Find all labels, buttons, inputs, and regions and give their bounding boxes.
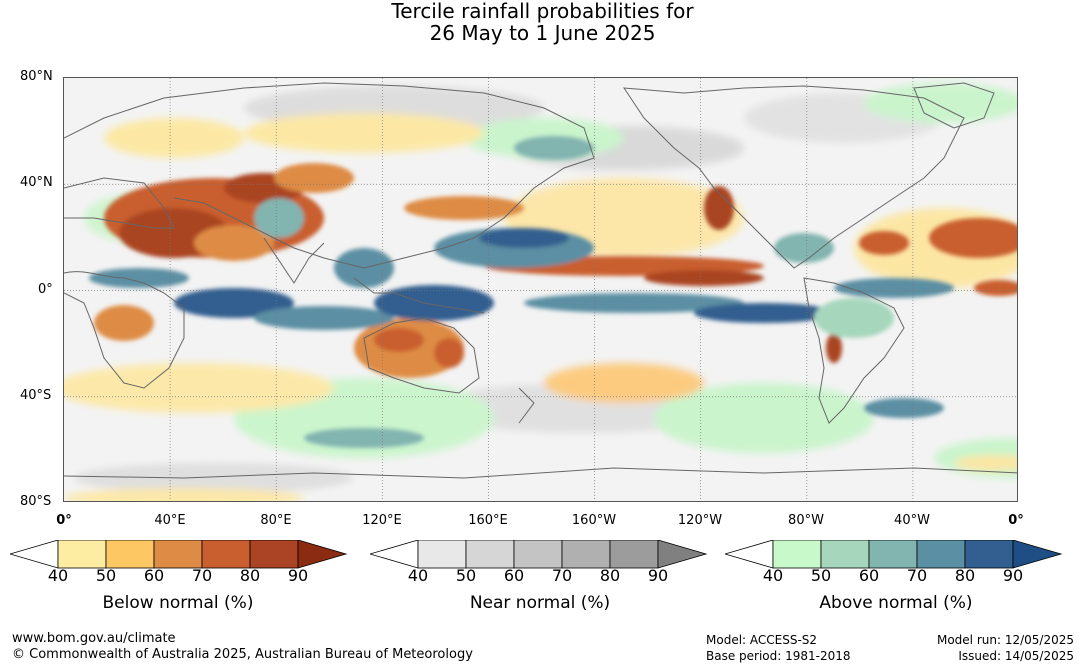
legend-swatch — [772, 540, 822, 569]
footer-issued: Issued: 14/05/2025 — [958, 649, 1074, 663]
lat-label-40n: 40°N — [20, 175, 53, 190]
lon-label-40e: 40°E — [154, 513, 186, 528]
legend-swatch — [153, 540, 203, 569]
rainfall-probability-map — [63, 77, 1018, 502]
legend-arrow-low — [725, 540, 774, 569]
legend-swatch — [916, 540, 966, 569]
legend-tick-label: 50 — [95, 566, 117, 585]
legend-tick-label: 80 — [954, 566, 976, 585]
footer-url: www.bom.gov.au/climate — [12, 631, 176, 646]
legend-caption-near: Near normal (%) — [469, 593, 611, 613]
lat-label-equator: 0° — [38, 282, 53, 297]
legend-swatch — [561, 540, 611, 569]
footer-model-run: Model run: 12/05/2025 — [936, 633, 1074, 647]
legend-swatch — [513, 540, 563, 569]
lon-label-120e: 120°E — [362, 513, 402, 528]
legend-arrow-low — [370, 540, 419, 569]
lon-label-120w: 120°W — [677, 513, 723, 528]
legend-swatch — [105, 540, 155, 569]
lon-label-160w: 160°W — [571, 513, 617, 528]
legend-tick-label: 40 — [407, 566, 429, 585]
lon-label-80e: 80°E — [260, 513, 292, 528]
lon-label-40w: 40°W — [894, 513, 930, 528]
legend-above-normal — [725, 540, 1063, 569]
legend-tick-label: 60 — [858, 566, 880, 585]
map-canvas — [64, 78, 1017, 501]
footer-copyright: © Commonwealth of Australia 2025, Austra… — [12, 647, 473, 662]
legend-tick-label: 60 — [143, 566, 165, 585]
lat-label-80s: 80°S — [20, 494, 52, 509]
legend-tick-label: 40 — [47, 566, 69, 585]
legend-tick-label: 50 — [455, 566, 477, 585]
legend-tick-label: 80 — [599, 566, 621, 585]
legend-swatch — [201, 540, 251, 569]
lat-label-80n: 80°N — [20, 69, 53, 84]
legend-tick-label: 70 — [906, 566, 928, 585]
lon-label-160e: 160°E — [468, 513, 508, 528]
legend-swatch — [57, 540, 107, 569]
lat-label-40s: 40°S — [20, 388, 52, 403]
legend-arrow-low — [10, 540, 59, 569]
lon-label-0: 0° — [56, 513, 72, 528]
legend-swatch — [465, 540, 515, 569]
legend-tick-label: 50 — [810, 566, 832, 585]
legend-tick-label: 90 — [1002, 566, 1024, 585]
legend-near-normal — [370, 540, 708, 569]
legend-below-normal — [10, 540, 348, 569]
legend-swatch — [868, 540, 918, 569]
legend-caption-below: Below normal (%) — [102, 593, 254, 613]
lon-label-80w: 80°W — [788, 513, 824, 528]
legend-swatch — [249, 540, 299, 569]
footer-base-period: Base period: 1981-2018 — [706, 649, 851, 663]
legend-arrow-high — [1012, 540, 1063, 569]
legend-swatch — [820, 540, 870, 569]
legend-caption-above: Above normal (%) — [819, 593, 973, 613]
legend-tick-label: 40 — [762, 566, 784, 585]
legend-tick-label: 70 — [551, 566, 573, 585]
legend-tick-label: 80 — [239, 566, 261, 585]
footer-model: Model: ACCESS-S2 — [706, 633, 818, 647]
legend-tick-label: 70 — [191, 566, 213, 585]
legend-arrow-high — [657, 540, 708, 569]
legend-arrow-high — [297, 540, 348, 569]
legend-tick-label: 90 — [287, 566, 309, 585]
legend-tick-label: 90 — [647, 566, 669, 585]
legend-swatch — [964, 540, 1014, 569]
chart-title-line2: 26 May to 1 June 2025 — [429, 21, 656, 45]
legend-swatch — [609, 540, 659, 569]
chart-title-line1: Tercile rainfall probabilities for — [391, 0, 694, 23]
legend-tick-label: 60 — [503, 566, 525, 585]
lon-label-0-end: 0° — [1008, 513, 1024, 528]
legend-swatch — [417, 540, 467, 569]
